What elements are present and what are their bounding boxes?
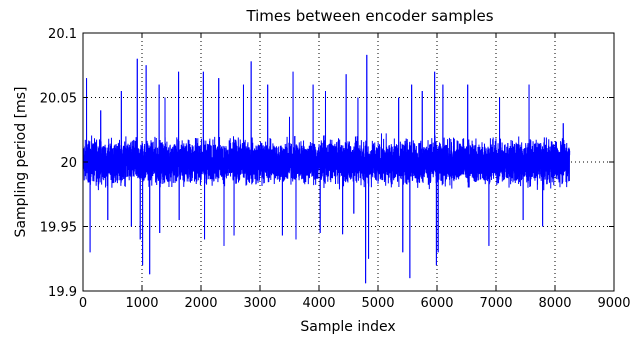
y-tick-label: 19.9 bbox=[48, 285, 77, 300]
x-tick-label: 0 bbox=[79, 296, 87, 311]
y-tick-label: 20.05 bbox=[40, 92, 77, 107]
x-tick-label: 1000 bbox=[125, 296, 158, 311]
x-tick-label: 8000 bbox=[538, 296, 571, 311]
x-tick-label: 2000 bbox=[184, 296, 217, 311]
x-tick-label: 4000 bbox=[302, 296, 335, 311]
x-tick-label: 6000 bbox=[420, 296, 453, 311]
x-axis-label: Sample index bbox=[300, 319, 395, 335]
series-trace bbox=[82, 54, 571, 284]
series-line bbox=[82, 54, 571, 284]
x-tick-label: 9000 bbox=[597, 296, 630, 311]
x-tick-label: 3000 bbox=[243, 296, 276, 311]
chart-title: Times between encoder samples bbox=[245, 7, 493, 25]
y-axis-label: Sampling period [ms] bbox=[13, 87, 29, 238]
y-tick-label: 20.1 bbox=[48, 27, 77, 42]
x-tick-label: 7000 bbox=[479, 296, 512, 311]
y-tick-label: 20 bbox=[60, 156, 77, 171]
y-tick-label: 19.95 bbox=[40, 221, 77, 236]
x-tick-label: 5000 bbox=[361, 296, 394, 311]
axis-ticks: 0 1000 2000 3000 4000 5000 6000 7000 8000 9000 19.… bbox=[40, 27, 631, 311]
